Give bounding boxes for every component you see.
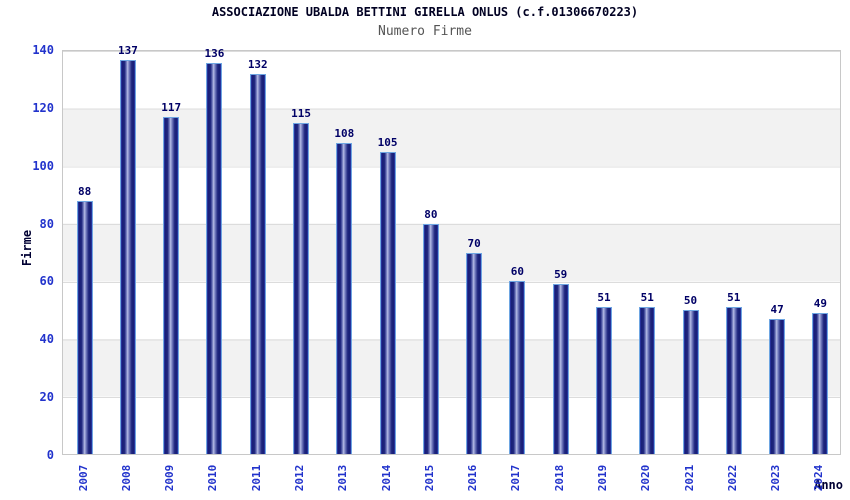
x-tick-label: 2018 (552, 464, 566, 492)
x-axis-title: Anno (814, 478, 843, 492)
bar-value-label: 115 (291, 106, 311, 120)
y-tick-label: 40 (39, 332, 54, 347)
chart-title: ASSOCIAZIONE UBALDA BETTINI GIRELLA ONLU… (211, 5, 639, 19)
y-axis-title: Firme (20, 229, 34, 267)
y-tick-label: 100 (32, 158, 54, 173)
y-tick-label: 120 (32, 100, 54, 115)
bar-value-label: 108 (334, 127, 355, 141)
bar (293, 122, 310, 454)
x-tick-label: 2008 (119, 464, 133, 492)
bar (119, 59, 136, 454)
bar-value-label: 132 (247, 58, 268, 72)
y-tick-label: 80 (39, 216, 54, 231)
bar (639, 307, 656, 454)
bar (76, 200, 93, 454)
bar-value-label: 88 (78, 184, 92, 198)
bar-value-label: 51 (597, 291, 611, 305)
x-tick-label: 2011 (249, 464, 263, 492)
y-tick-label: 140 (32, 43, 54, 57)
bar (206, 62, 223, 454)
bar-value-label: 136 (204, 46, 225, 60)
x-tick-label: 2010 (206, 464, 220, 492)
bar-value-label: 80 (424, 207, 438, 221)
bar (552, 284, 569, 454)
bar (595, 307, 612, 454)
bar-value-label: 59 (554, 268, 568, 282)
bar-value-label: 50 (683, 294, 698, 308)
bar (379, 151, 396, 454)
bar-value-label: 117 (161, 101, 182, 115)
bar (336, 143, 353, 454)
bar (682, 310, 699, 454)
bar (422, 223, 439, 454)
x-tick-label: 2017 (509, 464, 523, 492)
bar (769, 318, 786, 454)
bar-value-label: 51 (640, 291, 654, 305)
bar-value-label: 51 (727, 291, 741, 305)
y-tick-label: 0 (46, 448, 54, 462)
x-tick-label: 2016 (466, 464, 480, 492)
y-tick-label: 60 (39, 274, 54, 289)
x-tick-label: 2020 (639, 464, 653, 492)
x-tick-label: 2019 (595, 464, 609, 492)
x-tick-label: 2012 (293, 464, 307, 492)
x-tick-label: 2009 (163, 464, 177, 492)
bar (163, 117, 180, 454)
x-tick-label: 2007 (76, 464, 90, 492)
x-tick-label: 2015 (422, 464, 436, 492)
x-tick-label: 2024 (812, 464, 826, 492)
bar-value-label: 70 (467, 236, 481, 250)
bar (466, 252, 483, 454)
bar-value-label: 137 (117, 43, 138, 57)
x-tick-label: 2021 (682, 464, 696, 492)
bar-value-label: 105 (377, 135, 398, 149)
bar-value-label: 47 (770, 302, 784, 316)
bar-value-label: 60 (510, 265, 525, 279)
bar (249, 74, 266, 454)
x-tick-label: 2023 (769, 464, 783, 492)
plot-area: 88 137 117 136 132 115 108 105 80 70 60 59 51 51 50 51 4… (62, 44, 841, 455)
bar-value-label: 49 (813, 296, 827, 310)
bar (812, 312, 829, 454)
x-tick-label: 2014 (379, 464, 393, 492)
bar (725, 307, 742, 454)
bar (509, 281, 526, 454)
chart-subtitle: Numero Firme (378, 24, 472, 39)
x-tick-label: 2022 (725, 464, 739, 492)
y-tick-label: 20 (39, 390, 54, 405)
x-tick-label: 2013 (336, 464, 350, 492)
